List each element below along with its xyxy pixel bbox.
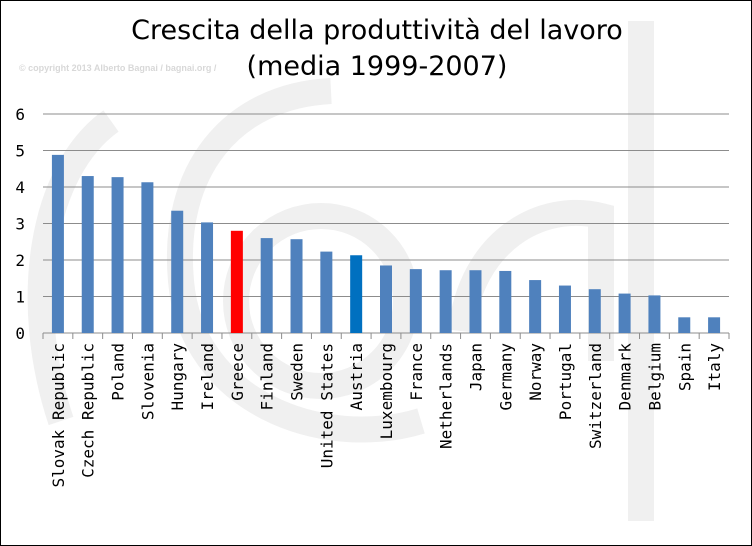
bar-germany <box>499 270 512 333</box>
x-tick-label: Sweden <box>288 343 307 401</box>
x-tick-label: Belgium <box>645 343 664 410</box>
x-tick-label: Norway <box>526 343 545 401</box>
x-tick-label: Denmark <box>616 343 635 411</box>
y-tick-label: 2 <box>15 251 25 270</box>
x-tick-label: Italy <box>705 343 724 392</box>
y-tick-label: 5 <box>15 142 25 161</box>
x-tick-label: France <box>407 343 426 401</box>
x-tick-label: United States <box>317 343 336 468</box>
title-line: Crescita della produttività del lavoro <box>131 15 623 46</box>
bar-norway <box>529 280 542 333</box>
y-axis: 0 1 2 3 4 5 6 <box>15 105 25 343</box>
chart-title: Crescita della produttività del lavoro (… <box>1 13 751 85</box>
bar-austria <box>350 255 363 333</box>
bar-france <box>409 269 422 333</box>
x-tick-label: Hungary <box>168 343 187 411</box>
x-tick-label: Netherlands <box>437 343 456 449</box>
bar-luxembourg <box>380 265 392 333</box>
y-tick-label: 1 <box>15 288 25 307</box>
x-tick-label: Luxembourg <box>377 343 396 439</box>
bar-greece <box>230 230 243 333</box>
bar-slovak-republic <box>51 154 64 333</box>
subtitle-line: (media 1999-2007) <box>246 51 508 82</box>
bar-slovenia <box>141 182 154 333</box>
y-tick-label: 6 <box>15 105 25 124</box>
x-tick-label: Czech Republic <box>79 343 98 478</box>
bar-italy <box>708 317 721 333</box>
x-tick-label: Portugal <box>556 343 575 420</box>
x-tick-label: Ireland <box>198 343 217 410</box>
x-tick-label: Spain <box>675 343 694 391</box>
x-tick-label: Germany <box>496 343 515 411</box>
copyright-watermark: © copyright 2013 Alberto Bagnai / bagnai… <box>19 63 217 73</box>
x-tick-label: Switzerland <box>586 343 605 449</box>
x-tick-label: Finland <box>258 343 277 410</box>
bar-czech-republic <box>81 176 94 333</box>
bar-poland <box>111 177 124 333</box>
bar-hungary <box>171 210 184 333</box>
x-axis: Slovak Republic Czech Republic Poland Slove… <box>42 333 730 488</box>
bar-belgium <box>648 295 661 333</box>
x-tick-label: Japan <box>466 343 485 391</box>
bars <box>51 154 721 333</box>
bar-portugal <box>558 285 571 333</box>
bar-japan <box>469 270 482 333</box>
x-tick-label: Poland <box>109 343 128 401</box>
bar-united-states <box>320 251 333 333</box>
bar-switzerland <box>588 289 601 333</box>
bar-netherlands <box>439 270 452 333</box>
x-tick-label: Slovenia <box>138 343 157 420</box>
bar-sweden <box>290 239 303 333</box>
y-tick-label: 4 <box>15 178 25 197</box>
bar-denmark <box>618 293 631 333</box>
y-tick-label: 0 <box>15 324 25 343</box>
x-tick-label: Austria <box>347 343 366 410</box>
x-tick-label: Greece <box>228 343 247 401</box>
bar-finland <box>260 238 273 333</box>
x-tick-label: Slovak Republic <box>49 343 68 488</box>
bar-ireland <box>201 222 214 333</box>
y-tick-label: 3 <box>15 215 25 234</box>
bar-spain <box>678 317 691 333</box>
